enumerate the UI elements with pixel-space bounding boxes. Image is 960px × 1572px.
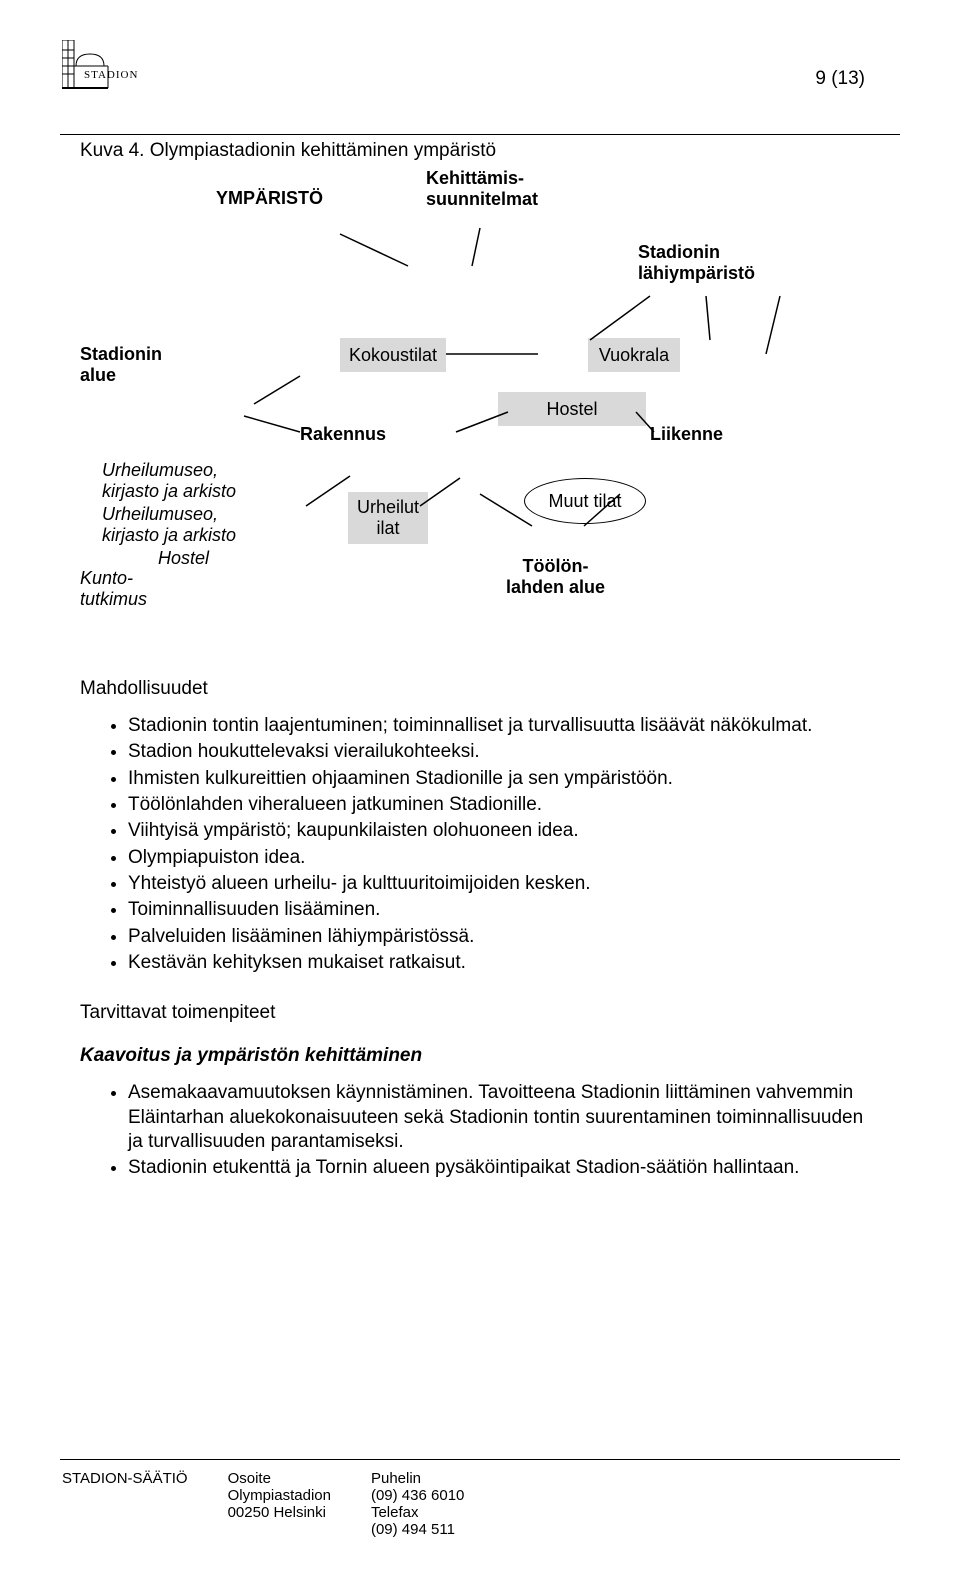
divider-top — [60, 134, 900, 135]
list-item: Palveluiden lisääminen lähiympäristössä. — [128, 925, 880, 949]
logo-text: STADION — [84, 69, 138, 81]
footer-fax1: (09) 494 511 — [371, 1521, 464, 1538]
diagram-area: YMPÄRISTÖ Kehittämis- suunnitelmat Stadi… — [80, 168, 880, 648]
stadion-logo: STADION — [62, 40, 172, 112]
heading-mahdollisuudet: Mahdollisuudet — [80, 678, 880, 700]
list-item: Yhteistyö alueen urheilu- ja kulttuurito… — [128, 872, 880, 896]
footer-tel-h: Puhelin — [371, 1470, 464, 1487]
list-item: Töölönlahden viheralueen jatkuminen Stad… — [128, 793, 880, 817]
list-item: Asemakaavamuutoksen käynnistäminen. Tavo… — [128, 1081, 880, 1154]
subheading-kaavoitus: Kaavoitus ja ympäristön kehittäminen — [80, 1045, 880, 1067]
footer-fax-h: Telefax — [371, 1504, 464, 1521]
list-mahdollisuudet: Stadionin tontin laajentuminen; toiminna… — [80, 714, 880, 975]
diagram-lines — [80, 168, 880, 648]
list-item: Stadionin etukenttä ja Tornin alueen pys… — [128, 1156, 880, 1180]
footer: STADION-SÄÄTIÖ Osoite Olympiastadion 002… — [62, 1470, 464, 1538]
footer-addr1: Olympiastadion — [228, 1487, 331, 1504]
heading-tarvittavat: Tarvittavat toimenpiteet — [80, 1001, 880, 1025]
list-item: Viihtyisä ympäristö; kaupunkilaisten olo… — [128, 819, 880, 843]
list-item: Olympiapuiston idea. — [128, 846, 880, 870]
list-item: Toiminnallisuuden lisääminen. — [128, 898, 880, 922]
footer-tel1: (09) 436 6010 — [371, 1487, 464, 1504]
divider-bottom — [60, 1459, 900, 1460]
page-number: 9 (13) — [815, 68, 865, 90]
figure-caption: Kuva 4. Olympiastadionin kehittäminen ym… — [80, 140, 880, 162]
footer-addr-h: Osoite — [228, 1470, 331, 1487]
list-item: Ihmisten kulkureittien ohjaaminen Stadio… — [128, 767, 880, 791]
list-kaavoitus: Asemakaavamuutoksen käynnistäminen. Tavo… — [80, 1081, 880, 1180]
footer-addr2: 00250 Helsinki — [228, 1504, 331, 1521]
list-item: Stadion houkuttelevaksi vierailukohteeks… — [128, 740, 880, 764]
list-item: Stadionin tontin laajentuminen; toiminna… — [128, 714, 880, 738]
list-item: Kestävän kehityksen mukaiset ratkaisut. — [128, 951, 880, 975]
footer-org: STADION-SÄÄTIÖ — [62, 1470, 188, 1487]
